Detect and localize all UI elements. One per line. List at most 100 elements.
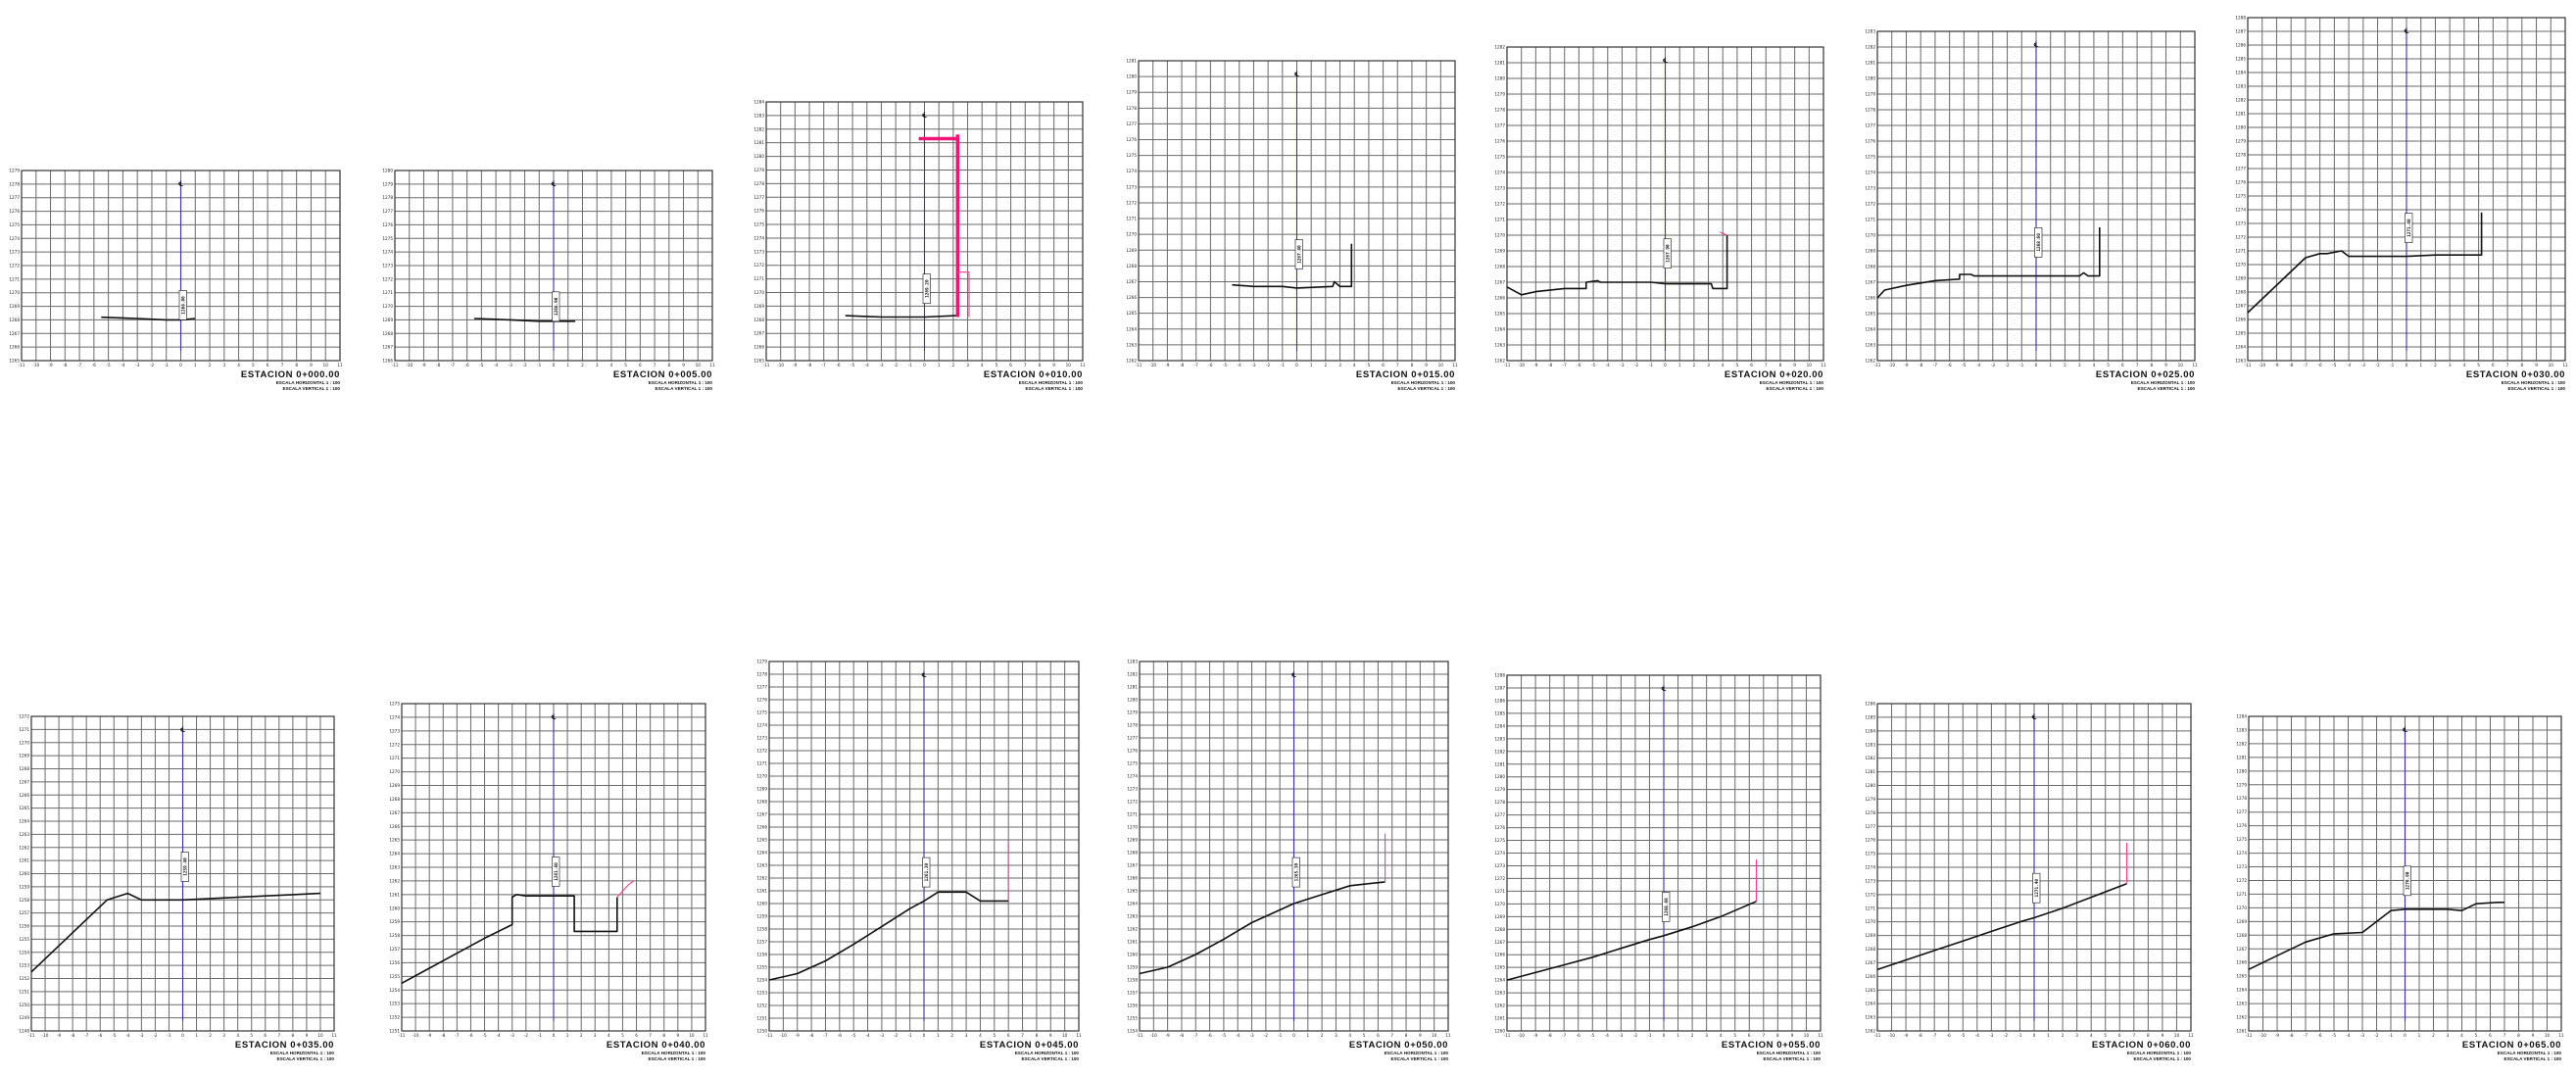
y-tick-label: 1280 bbox=[382, 169, 393, 173]
x-tick-label: 0 bbox=[1295, 363, 1298, 367]
y-tick-label: 1272 bbox=[389, 742, 400, 747]
y-tick-label: 1279 bbox=[9, 169, 20, 173]
y-tick-label: 1267 bbox=[382, 345, 393, 350]
y-tick-label: 1271 bbox=[9, 276, 20, 281]
x-tick-label: -5 bbox=[1590, 1033, 1595, 1038]
y-tick-label: 1262 bbox=[1126, 359, 1137, 364]
panel-frame bbox=[1876, 703, 2192, 1032]
elevation-value: 1268.90 bbox=[554, 297, 559, 316]
y-tick-label: 1281 bbox=[753, 140, 764, 145]
x-tick-label: 9 bbox=[1791, 1033, 1794, 1038]
y-tick-label: 1287 bbox=[1494, 685, 1505, 690]
x-tick-label: 6 bbox=[267, 363, 269, 367]
x-tick-label: 0 bbox=[2406, 363, 2408, 367]
x-tick-label: -10 bbox=[1518, 363, 1525, 367]
centerline-elevation: 1267.90 bbox=[1663, 238, 1672, 269]
centerline-elevation: 1265.30 bbox=[1291, 857, 1300, 888]
cross-section-panel: 1266126712681269127012711272127312741275… bbox=[382, 169, 715, 392]
y-tick-label: 1272 bbox=[1494, 202, 1505, 207]
x-tick-label: -9 bbox=[1533, 1033, 1538, 1038]
y-tick-label: 1276 bbox=[1865, 838, 1875, 843]
x-tick-label: 4 bbox=[979, 1033, 982, 1038]
y-tick-label: 1266 bbox=[756, 825, 767, 830]
y-tick-label: 1279 bbox=[2235, 139, 2246, 144]
x-tick-label: -8 bbox=[1180, 1033, 1185, 1038]
y-tick-label: 1262 bbox=[1494, 1004, 1505, 1008]
y-tick-label: 1261 bbox=[389, 892, 400, 897]
scale-horizontal: ESCALA HORIZONTAL 1 : 100 bbox=[1015, 1051, 1080, 1055]
panel-frame bbox=[1876, 30, 2196, 362]
x-tick-label: -8 bbox=[2289, 1033, 2294, 1038]
x-tick-label: -1 bbox=[1278, 1033, 1283, 1038]
panel-frame bbox=[1506, 46, 1824, 362]
elevation-value: 1261.30 bbox=[924, 862, 930, 881]
y-tick-label: 1280 bbox=[2235, 125, 2246, 130]
x-tick-label: 0 bbox=[923, 363, 926, 367]
panel-frame bbox=[765, 101, 1084, 362]
y-tick-label: 1274 bbox=[1126, 169, 1137, 173]
elevation-value: 1269.20 bbox=[925, 279, 931, 298]
x-tick-label: 5 bbox=[2107, 363, 2110, 367]
centerline-symbol: ℄ bbox=[1291, 672, 1296, 679]
x-tick-label: 3 bbox=[596, 363, 599, 367]
y-tick-label: 1275 bbox=[2236, 837, 2247, 842]
y-tick-label: 1277 bbox=[2235, 167, 2246, 171]
y-tick-label: 1263 bbox=[1865, 1015, 1875, 1020]
y-tick-label: 1274 bbox=[753, 235, 764, 240]
y-tick-label: 1279 bbox=[1494, 92, 1505, 97]
y-tick-label: 1274 bbox=[1494, 171, 1505, 175]
y-tick-label: 1277 bbox=[753, 195, 764, 200]
x-tick-label: 11 bbox=[1076, 1033, 1082, 1038]
y-tick-label: 1270 bbox=[1126, 232, 1137, 237]
y-tick-label: 1266 bbox=[382, 359, 393, 364]
y-tick-label: 1274 bbox=[1494, 851, 1505, 856]
y-tick-label: 1269 bbox=[1865, 249, 1875, 254]
y-tick-label: 1277 bbox=[1865, 123, 1875, 128]
y-tick-label: 1259 bbox=[1127, 965, 1138, 970]
x-tick-label: 8 bbox=[1411, 363, 1414, 367]
y-tick-label: 1271 bbox=[382, 290, 393, 295]
x-tick-label: 5 bbox=[996, 363, 998, 367]
x-tick-label: -2 bbox=[2374, 1033, 2379, 1038]
y-tick-label: 1276 bbox=[1494, 825, 1505, 830]
station-title: ESTACION 0+065.00 bbox=[2462, 1040, 2561, 1051]
station-title: ESTACION 0+055.00 bbox=[1722, 1040, 1821, 1051]
y-tick-label: 1270 bbox=[389, 769, 400, 774]
x-tick-label: 0 bbox=[553, 363, 556, 367]
y-tick-label: 1278 bbox=[1494, 108, 1505, 113]
y-tick-label: 1270 bbox=[1865, 233, 1875, 238]
y-tick-label: 1275 bbox=[1126, 153, 1137, 158]
x-tick-label: -8 bbox=[1919, 1033, 1923, 1038]
y-tick-label: 1285 bbox=[2235, 57, 2246, 62]
x-tick-label: 9 bbox=[1793, 363, 1796, 367]
y-tick-label: 1263 bbox=[389, 865, 400, 870]
x-tick-label: -4 bbox=[494, 363, 499, 367]
x-tick-label: -7 bbox=[77, 363, 82, 367]
y-tick-label: 1284 bbox=[1865, 728, 1875, 733]
terrain-profile bbox=[2248, 901, 2504, 970]
y-tick-label: 1274 bbox=[1865, 865, 1875, 870]
y-tick-label: 1268 bbox=[389, 797, 400, 802]
station-title: ESTACION 0+035.00 bbox=[235, 1040, 334, 1051]
y-tick-label: 1283 bbox=[1865, 742, 1875, 747]
cross-section-panel: 1248124912501251125212531254125512561257… bbox=[19, 714, 337, 1062]
x-tick-label: -10 bbox=[1888, 1033, 1895, 1038]
x-tick-label: 3 bbox=[1707, 363, 1710, 367]
x-tick-label: 3 bbox=[2447, 1033, 2450, 1038]
y-tick-label: 1276 bbox=[2235, 180, 2246, 185]
x-tick-label: 10 bbox=[323, 363, 329, 367]
x-tick-label: -7 bbox=[1562, 1033, 1567, 1038]
x-tick-label: 5 bbox=[993, 1033, 996, 1038]
x-tick-label: -4 bbox=[865, 363, 870, 367]
y-tick-label: 1274 bbox=[756, 723, 767, 728]
x-tick-label: 9 bbox=[1425, 363, 1428, 367]
x-tick-label: -8 bbox=[807, 363, 812, 367]
x-tick-label: 4 bbox=[610, 363, 613, 367]
y-tick-label: 1268 bbox=[1865, 947, 1875, 952]
x-tick-label: 8 bbox=[2517, 1033, 2520, 1038]
elevation-box bbox=[922, 857, 931, 888]
x-tick-label: -7 bbox=[2304, 1033, 2309, 1038]
x-tick-label: -4 bbox=[125, 1033, 130, 1038]
x-tick-label: 9 bbox=[2535, 363, 2538, 367]
